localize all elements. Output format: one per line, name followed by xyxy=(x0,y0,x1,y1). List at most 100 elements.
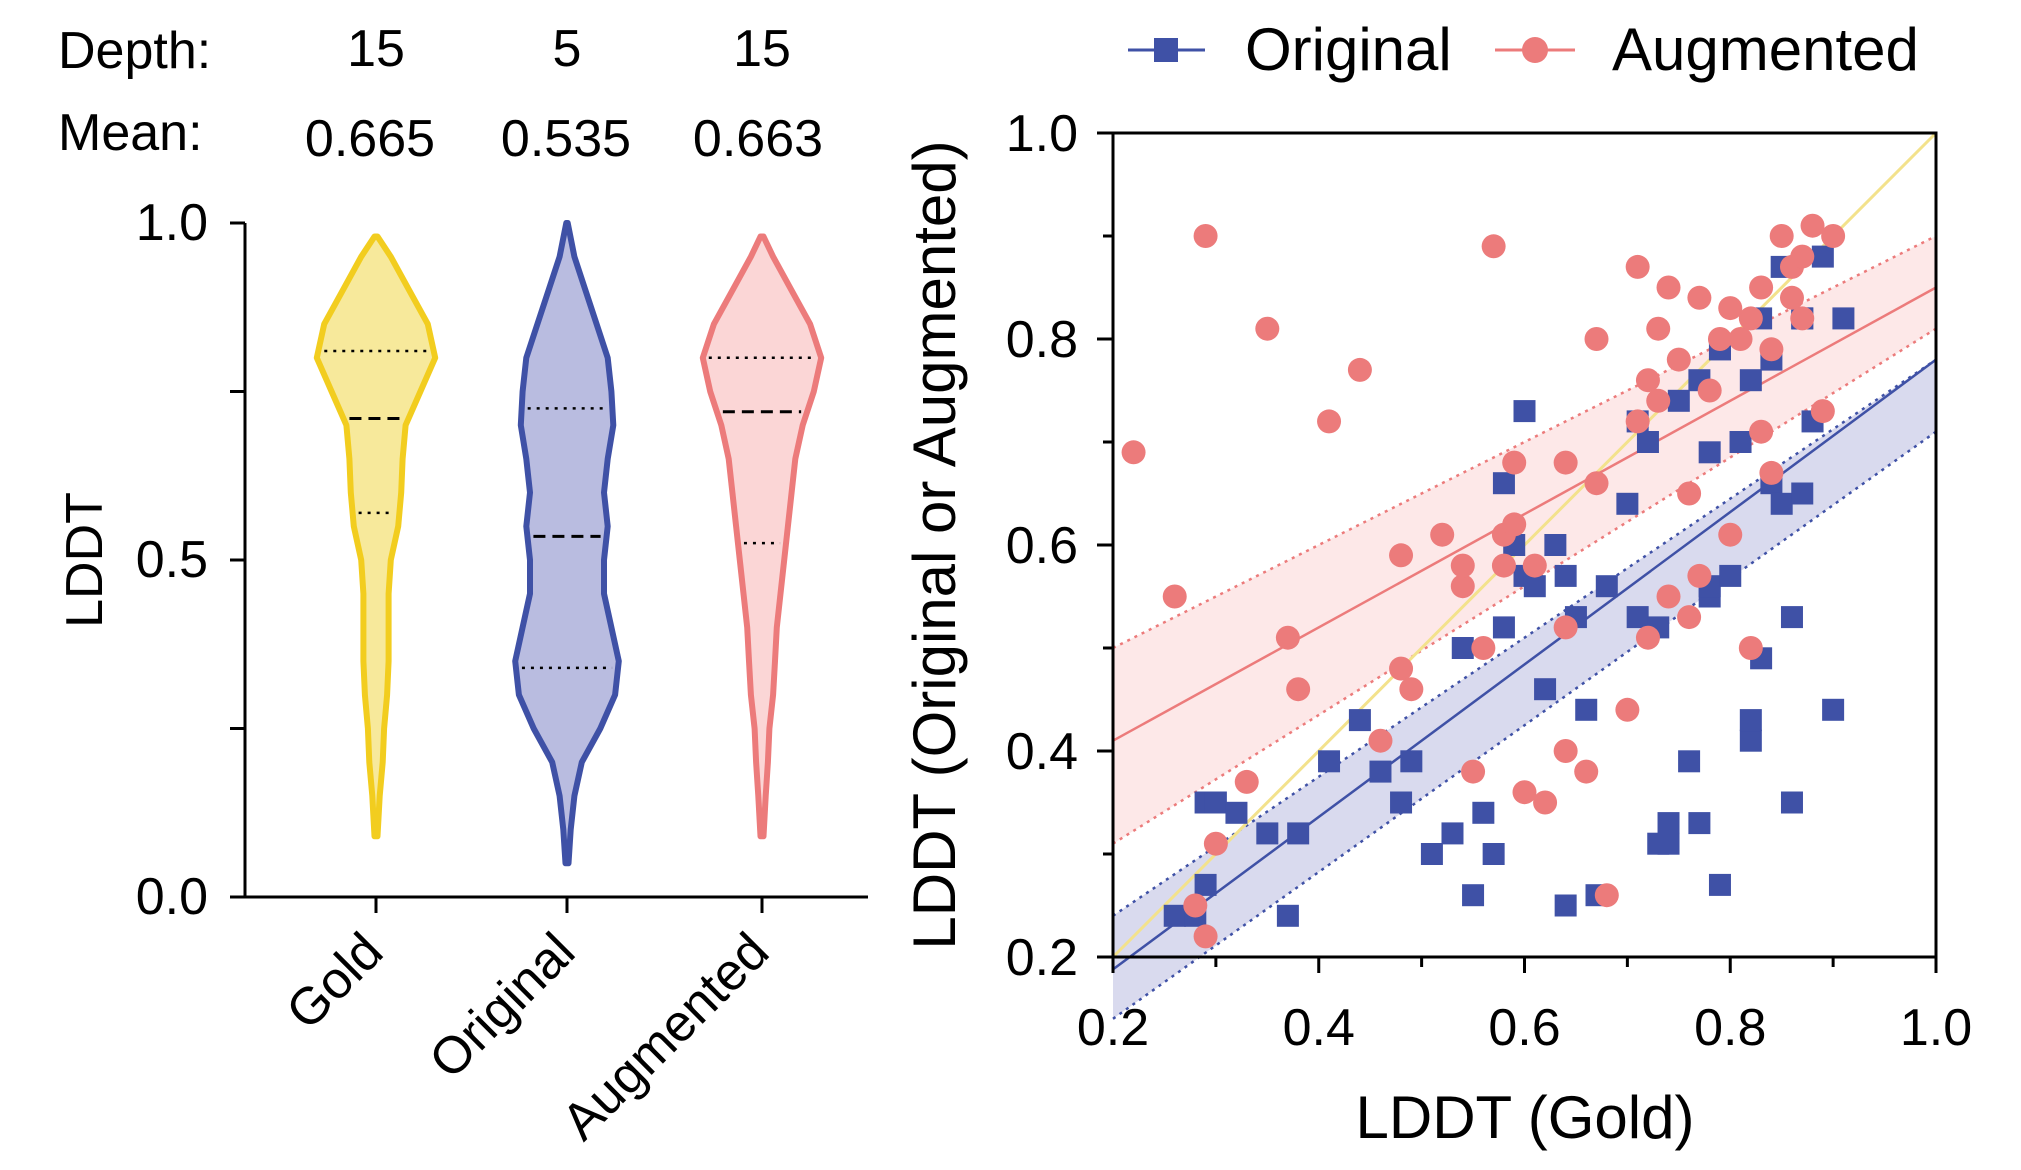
original-point xyxy=(1400,750,1423,773)
scatter-ytick-label: 0.6 xyxy=(1006,517,1078,575)
augmented-point xyxy=(1512,780,1537,805)
original-point xyxy=(1225,801,1248,824)
violin-augmented xyxy=(699,233,825,840)
augmented-point xyxy=(1533,790,1558,815)
augmented-point xyxy=(1450,574,1475,599)
augmented-point xyxy=(1389,656,1414,681)
original-point xyxy=(1287,822,1310,845)
original-point xyxy=(1554,894,1577,917)
augmented-point xyxy=(1769,224,1794,248)
original-point xyxy=(1719,564,1742,587)
original-point xyxy=(1626,606,1649,629)
original-point xyxy=(1595,575,1618,598)
original-point xyxy=(1657,812,1680,835)
original-point xyxy=(1276,904,1299,927)
augmented-point xyxy=(1738,306,1763,331)
original-point xyxy=(1163,904,1186,927)
original-point xyxy=(1739,369,1762,392)
scatter-xtick-label: 0.6 xyxy=(1488,999,1560,1057)
augmented-point xyxy=(1450,553,1475,578)
original-point xyxy=(1554,564,1577,587)
augmented-point xyxy=(1656,584,1681,609)
violin-ylabel: LDDT xyxy=(56,492,114,628)
augmented-point xyxy=(1481,234,1506,259)
augmented-point xyxy=(1574,759,1599,784)
violin-original xyxy=(512,220,622,867)
original-point xyxy=(1194,873,1217,896)
augmented-point xyxy=(1677,481,1702,506)
original-point xyxy=(1575,698,1598,721)
augmented-point xyxy=(1471,636,1496,660)
original-point xyxy=(1472,801,1495,824)
violin-bodies xyxy=(313,220,825,867)
original-point xyxy=(1832,307,1855,330)
augmented-point xyxy=(1121,440,1146,465)
depth-gold: 15 xyxy=(347,20,405,78)
xtick-label-augmented: Augmented xyxy=(551,922,780,1151)
mean-augmented: 0.663 xyxy=(693,110,823,168)
scatter-xtick-label: 1.0 xyxy=(1900,999,1972,1057)
original-fit-line xyxy=(1112,358,1937,971)
augmented-band-lower-line xyxy=(1112,327,1937,845)
original-point xyxy=(1739,729,1762,752)
augmented-point xyxy=(1162,584,1187,609)
augmented-point xyxy=(1728,327,1753,351)
augmented-point xyxy=(1656,275,1681,300)
augmented-point xyxy=(1821,224,1846,248)
original-point xyxy=(1770,492,1793,515)
augmented-point xyxy=(1677,605,1702,630)
augmented-point xyxy=(1759,337,1784,362)
original-point xyxy=(1616,492,1639,515)
augmented-point xyxy=(1790,306,1815,331)
legend-original-marker xyxy=(1154,38,1178,62)
original-point xyxy=(1420,843,1443,865)
violin-ticks: 0.0 0.5 1.0 xyxy=(136,194,764,926)
legend-original-label: Original xyxy=(1245,16,1452,83)
original-point xyxy=(1462,884,1485,907)
augmented-point xyxy=(1491,553,1516,578)
augmented-point xyxy=(1718,296,1743,321)
augmented-point xyxy=(1522,553,1547,578)
augmented-point xyxy=(1810,399,1835,424)
original-point xyxy=(1739,709,1762,732)
original-point xyxy=(1256,822,1279,845)
original-point xyxy=(1780,791,1803,814)
scatter-xtick-label: 0.8 xyxy=(1694,999,1766,1057)
original-point xyxy=(1708,873,1731,896)
scatter-plot-area xyxy=(1111,131,1938,1020)
augmented-point xyxy=(1193,924,1218,949)
scatter-ytick-label: 0.4 xyxy=(1006,723,1078,781)
xtick-label-gold: Gold xyxy=(276,922,395,1041)
original-point xyxy=(1534,678,1557,701)
original-point xyxy=(1636,431,1659,453)
scatter-xtick-label: 0.4 xyxy=(1283,999,1355,1057)
depth-row-label: Depth: xyxy=(58,22,211,80)
augmented-point xyxy=(1183,893,1208,918)
scatter-panel: Original Augmented 0.2 0.4 0.6 0.8 1.0 0.2 0.4… xyxy=(901,16,1972,1151)
augmented-point xyxy=(1502,450,1527,475)
violin-ytick-label: 0.5 xyxy=(136,531,208,589)
augmented-point xyxy=(1286,677,1311,702)
augmented-point xyxy=(1749,275,1774,300)
original-point xyxy=(1348,709,1371,732)
augmented-point xyxy=(1234,769,1259,794)
augmented-point xyxy=(1347,357,1372,382)
original-point xyxy=(1369,760,1392,783)
scatter-legend: Original Augmented xyxy=(1128,16,1919,83)
augmented-point xyxy=(1203,831,1228,856)
depth-augmented: 15 xyxy=(733,20,791,78)
augmented-point xyxy=(1584,471,1609,496)
augmented-point xyxy=(1646,316,1671,341)
scatter-ylabel: LDDT (Original or Augmented) xyxy=(901,140,968,949)
augmented-point xyxy=(1759,460,1784,485)
depth-original: 5 xyxy=(553,20,582,78)
original-point xyxy=(1492,616,1515,639)
xtick-label-original: Original xyxy=(418,922,586,1090)
augmented-point xyxy=(1317,409,1342,434)
augmented-point xyxy=(1687,285,1712,310)
violin-ytick-label: 0.0 xyxy=(136,868,208,926)
mean-original: 0.535 xyxy=(501,110,631,168)
augmented-point xyxy=(1738,636,1763,660)
original-point xyxy=(1822,698,1845,721)
